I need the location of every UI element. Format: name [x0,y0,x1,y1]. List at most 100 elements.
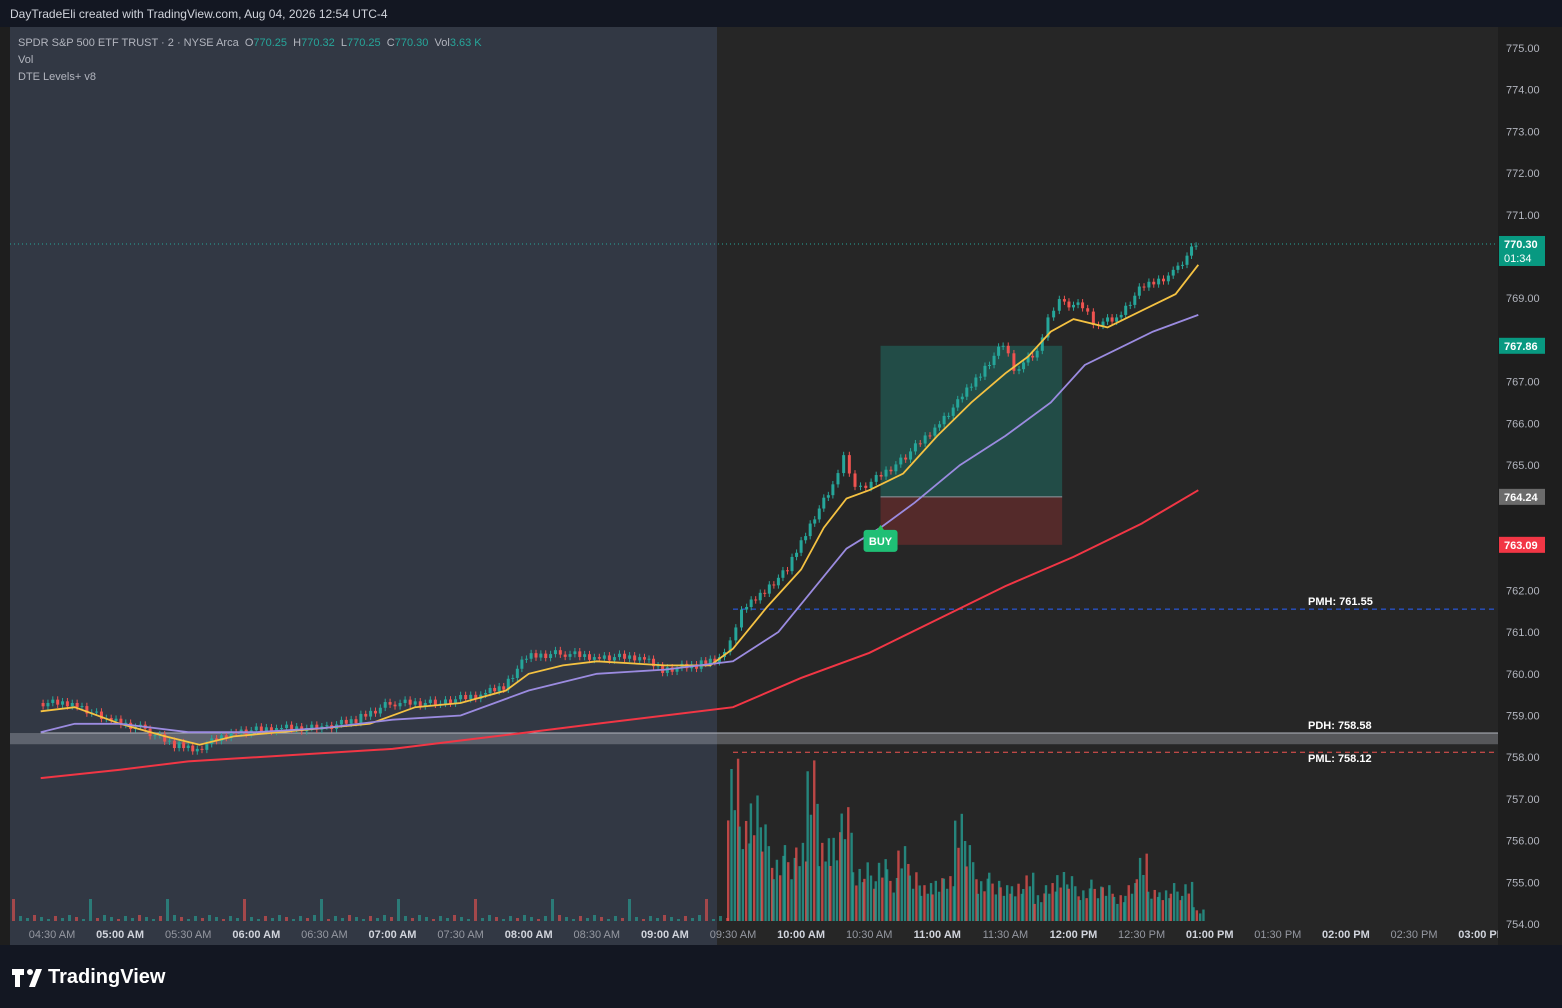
candle-body-43-0 [1176,265,1180,270]
candle-body-6-5 [259,726,263,732]
volume-bar-3-2 [767,846,771,921]
premarket-volume-bar-17 [131,918,134,921]
candle-body-31-2 [947,415,951,417]
volume-bar-23-0 [988,872,991,921]
y-tick-16: 755.00 [1506,877,1540,889]
volume-bar-31-0 [1078,900,1082,921]
premarket-volume-bar-87 [621,918,624,921]
candle-body-10-5 [418,701,422,707]
x-tick-19: 02:00 PM [1322,929,1370,941]
volume-bar-14-1 [889,880,892,921]
premarket-volume-bar-55 [397,899,400,921]
candle-body-28-2 [869,481,873,488]
volume-bar-33-0 [1101,887,1104,921]
premarket-volume-bar-40 [292,919,295,921]
price-tag-1 [1499,337,1545,354]
candle-body-32-0 [960,396,964,400]
volume-bar-39-2 [1176,891,1179,921]
volume-bar-8-0 [817,866,821,921]
candle-body-39-0 [1086,308,1090,312]
candle-body-18-2 [675,667,679,672]
volume-bar-22-0 [976,893,980,921]
premarket-volume-bar-44 [320,899,323,921]
candle-body-12-0 [484,692,488,695]
y-tick-8: 765.00 [1506,460,1540,472]
volume-bar-7-0 [806,771,809,921]
candle-body-14-0 [529,653,533,659]
candle-body-30-2 [913,443,917,452]
candle-body-16-1 [602,655,606,659]
candle-body-24-0 [790,556,794,572]
volume-bar-23-2 [994,894,998,921]
candle-body-16-2 [607,655,611,661]
candle-body-32-1 [965,387,969,397]
candle-body-9-3 [373,710,377,714]
price-chart[interactable]: PMH: 761.55 PDH: 758.58 PML: 758.12 BUY [10,27,1498,945]
price-axis[interactable]: 775.00 774.00 773.00 772.00 771.00 769.00 767.… [1498,27,1562,945]
premarket-volume-bar-37 [271,918,274,921]
candle-body-7-6 [310,724,314,729]
volume-bar-7-1 [809,814,813,921]
legend-symbol: SPDR S&P 500 ETF TRUST · 2 · NYSE Arca [18,37,239,49]
volume-bar-25-0 [1010,886,1014,921]
volume-bar-2-0 [749,803,753,921]
volume-bar-24-1 [1002,895,1006,921]
volume-bar-16-3 [918,885,921,921]
volume-bar-33-2 [1108,885,1111,921]
premarket-volume-bar-34 [250,917,253,921]
candle-body-24-3 [804,536,808,541]
volume-bar-28-0 [1044,885,1048,921]
premarket-volume-bar-9 [75,917,78,921]
candle-body-22-0 [745,607,749,610]
y-tick-7: 766.00 [1506,418,1540,430]
candle-body-21-0 [734,627,738,641]
candle-body-13-1 [511,677,515,679]
premarket-volume-bar-28 [208,915,211,921]
volume-bar-34-1 [1116,903,1119,921]
volume-bar-26-3 [1032,872,1035,921]
volume-bar-26-1 [1025,875,1028,921]
candle-body-19-3 [713,658,717,663]
candle-body-7-0 [280,728,284,730]
legend-indicator-dte[interactable]: DTE Levels+ v8 [18,71,96,83]
premarket-volume-bar-14 [110,917,113,921]
level-label-1: PDH: 758.58 [1308,720,1372,732]
candle-body-35-3 [1031,355,1035,358]
buy-marker [863,529,898,552]
candle-body-2-0 [109,718,113,721]
premarket-volume-bar-46 [334,916,337,921]
volume-bar-34-2 [1119,895,1122,921]
candle-body-1-0 [75,702,79,708]
candle-body-33-3 [997,346,1001,356]
volume-bar-10-2 [847,807,850,921]
volume-bar-5-2 [790,879,793,921]
volume-bar-25-3 [1020,893,1024,921]
candle-body-40-1 [1101,321,1105,326]
volume-bar-19-3 [952,886,955,921]
candle-body-20-1 [728,640,732,653]
candle-body-11-5 [464,695,468,700]
volume-bar-23-1 [991,883,994,921]
volume-bar-18-1 [934,880,937,921]
y-tick-0: 775.00 [1506,43,1540,55]
volume-bar-29-0 [1056,875,1059,921]
candle-body-33-0 [983,365,987,377]
premarket-volume-bar-61 [439,916,442,921]
chart-legend: SPDR S&P 500 ETF TRUST · 2 · NYSE Arca O… [18,35,482,86]
legend-indicator-vol[interactable]: Vol [18,54,34,66]
volume-bar-11-3 [861,882,865,921]
candle-body-38-2 [1072,304,1075,308]
candle-body-26-1 [842,455,846,474]
time-axis[interactable]: 04:30 AM 05:00 AM 05:30 AM 06:00 AM 06:30 AM… [10,923,1506,945]
volume-bar-27-0 [1033,903,1036,921]
candle-body-31-4 [956,399,960,408]
plot-area[interactable]: PMH: 761.55 PDH: 758.58 PML: 758.12 BUY [10,27,1498,945]
volume-bar-15-3 [907,863,910,921]
candle-body-7-3 [295,726,299,730]
volume-bar-17-2 [926,893,929,921]
volume-bar-11-1 [855,885,858,921]
candle-body-24-1 [795,552,799,557]
premarket-volume-bar-41 [299,916,302,921]
premarket-volume-bar-33 [243,899,246,921]
volume-bar-19-1 [945,888,949,921]
